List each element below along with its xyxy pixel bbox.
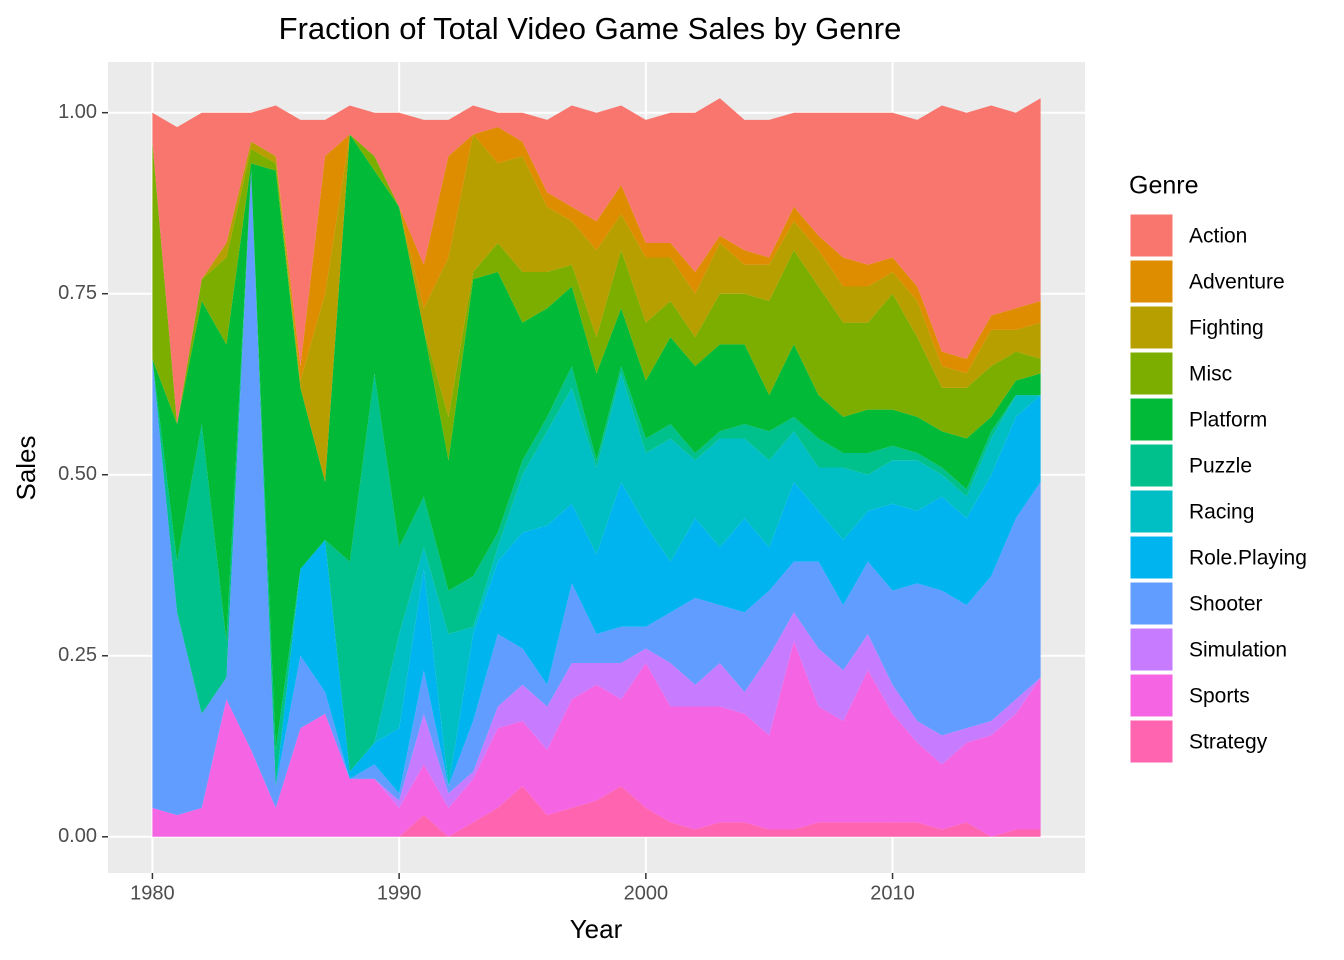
y-tick-label: 0.25 (58, 644, 97, 666)
legend-key (1129, 535, 1174, 580)
legend-label: Strategy (1189, 731, 1268, 754)
legend-key (1129, 397, 1174, 442)
legend-key (1129, 259, 1174, 304)
legend-key (1129, 489, 1174, 534)
x-tick-label: 1980 (130, 882, 175, 904)
legend-label: Misc (1189, 363, 1232, 386)
legend-label: Fighting (1189, 317, 1264, 340)
legend-label: Puzzle (1189, 455, 1252, 478)
legend-label: Platform (1189, 409, 1267, 432)
area (152, 134, 1041, 482)
legend-key (1129, 351, 1174, 396)
areas (152, 98, 1041, 837)
y-tick-label: 0.00 (58, 825, 97, 847)
x-tick-label: 1990 (377, 882, 422, 904)
y-axis-title: Sales (11, 435, 41, 500)
legend-key (1129, 627, 1174, 672)
legend-label: Sports (1189, 685, 1250, 708)
legend-key (1129, 305, 1174, 350)
area (152, 786, 1041, 837)
area (152, 170, 1041, 787)
x-axis-title: Year (570, 914, 623, 944)
chart-title: Fraction of Total Video Game Sales by Ge… (279, 11, 902, 46)
legend-key (1129, 581, 1174, 626)
y-tick-label: 0.50 (58, 463, 97, 485)
legend-label: Action (1189, 225, 1247, 248)
area (152, 127, 1041, 425)
legend-label: Shooter (1189, 593, 1263, 616)
y-tick-label: 1.00 (58, 101, 97, 123)
legend-key (1129, 673, 1174, 718)
area (152, 641, 1041, 837)
area (152, 134, 1041, 750)
legend-label: Adventure (1189, 271, 1285, 294)
area (152, 134, 1041, 482)
area (152, 98, 1041, 425)
legend-label: Role.Playing (1189, 547, 1307, 570)
legend-key (1129, 719, 1174, 764)
legend-title: Genre (1129, 172, 1198, 200)
legend-key (1129, 213, 1174, 258)
legend-key (1129, 443, 1174, 488)
area (152, 612, 1041, 816)
area (152, 170, 1041, 787)
x-tick-label: 2000 (624, 882, 669, 904)
x-tick-label: 2010 (870, 882, 915, 904)
legend-label: Racing (1189, 501, 1254, 524)
y-tick-label: 0.75 (58, 282, 97, 304)
legend-label: Simulation (1189, 639, 1287, 662)
